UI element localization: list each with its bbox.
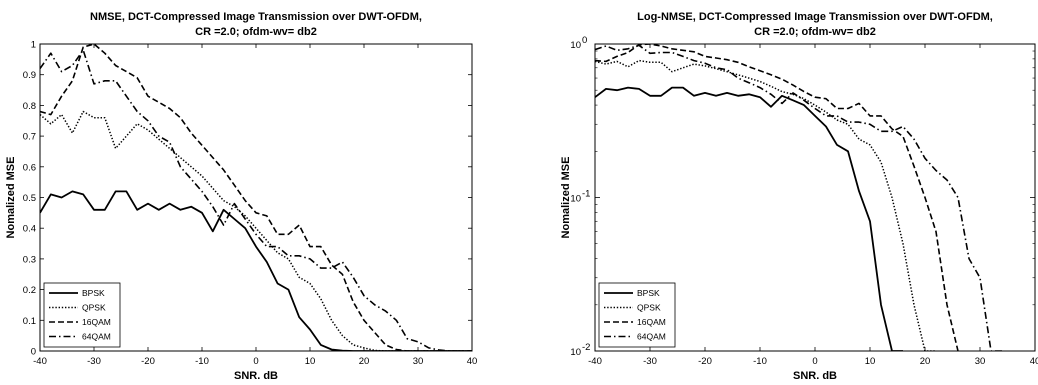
legend: BPSK QPSK 16QAM 64QAM <box>598 282 676 348</box>
y-tick-label: 0 <box>31 347 36 358</box>
y-tick-label: 0.3 <box>23 254 36 265</box>
x-tick-label: 30 <box>975 356 986 367</box>
x-tick-label: 10 <box>865 356 876 367</box>
y-tick-label: 0.7 <box>23 132 36 143</box>
legend-label: 64QAM <box>82 332 111 342</box>
series-line-16qam <box>595 44 959 351</box>
x-tick-label: -20 <box>141 356 155 367</box>
x-tick-label: -40 <box>33 356 47 367</box>
y-tick-label: 10 <box>570 40 581 51</box>
y-tick-label: 10 <box>570 347 581 358</box>
legend-label: QPSK <box>82 303 106 313</box>
x-tick-label: -40 <box>588 356 602 367</box>
chart-subtitle: CR =2.0; ofdm-wv= db2 <box>754 26 876 38</box>
series-line-qpsk <box>40 110 472 351</box>
y-axis-label: Nomalized MSE <box>560 157 572 239</box>
x-tick-label: 40 <box>1030 356 1038 367</box>
y-tick-label: 0.8 <box>23 101 36 112</box>
x-tick-label: 0 <box>253 356 258 367</box>
y-tick-label: 0.9 <box>23 70 36 81</box>
legend-label: 64QAM <box>637 332 666 342</box>
x-tick-label: 20 <box>920 356 931 367</box>
legend: BPSK QPSK 16QAM 64QAM <box>43 282 121 348</box>
series-line-64qam <box>595 44 1002 351</box>
series-line-bpsk <box>40 190 472 351</box>
legend-label: BPSK <box>82 288 105 298</box>
x-tick-label: -20 <box>698 356 712 367</box>
chart-subtitle: CR =2.0; ofdm-wv= db2 <box>195 26 317 38</box>
x-tick-label: -10 <box>753 356 767 367</box>
y-tick-label: 0.1 <box>23 316 36 327</box>
x-tick-label: 10 <box>305 356 316 367</box>
y-tick-label: 1 <box>31 40 36 51</box>
x-tick-label: 0 <box>812 356 817 367</box>
x-axis-label: SNR. dB <box>793 370 837 382</box>
y-tick-exponent: 0 <box>582 35 587 46</box>
y-axis-label: Nomalized MSE <box>5 157 17 239</box>
legend-label: QPSK <box>637 303 661 313</box>
chart-title: NMSE, DCT-Compressed Image Transmission … <box>90 11 422 23</box>
legend-label: BPSK <box>637 288 660 298</box>
legend-label: 16QAM <box>82 317 111 327</box>
series-line-64qam <box>40 49 472 351</box>
chart-right: Log-NMSE, DCT-Compressed Image Transmiss… <box>560 11 1038 382</box>
x-tick-label: -30 <box>87 356 101 367</box>
x-tick-label: 40 <box>467 356 478 367</box>
y-tick-exponent: -1 <box>582 189 590 200</box>
chart-left: NMSE, DCT-Compressed Image Transmission … <box>5 11 477 382</box>
x-tick-label: -10 <box>195 356 209 367</box>
x-axis-label: SNR. dB <box>234 370 278 382</box>
series-line-16qam <box>40 44 472 351</box>
series-line-bpsk <box>595 86 903 351</box>
y-tick-label: 10 <box>570 194 581 205</box>
y-tick-exponent: -2 <box>582 342 590 353</box>
chart-title: Log-NMSE, DCT-Compressed Image Transmiss… <box>637 11 993 23</box>
x-tick-label: -30 <box>643 356 657 367</box>
y-tick-label: 0.2 <box>23 285 36 296</box>
x-tick-label: 20 <box>359 356 370 367</box>
y-tick-label: 0.6 <box>23 162 36 173</box>
y-tick-label: 0.4 <box>23 224 36 235</box>
legend-label: 16QAM <box>637 317 666 327</box>
y-tick-label: 0.5 <box>23 193 36 204</box>
x-tick-label: 30 <box>413 356 424 367</box>
